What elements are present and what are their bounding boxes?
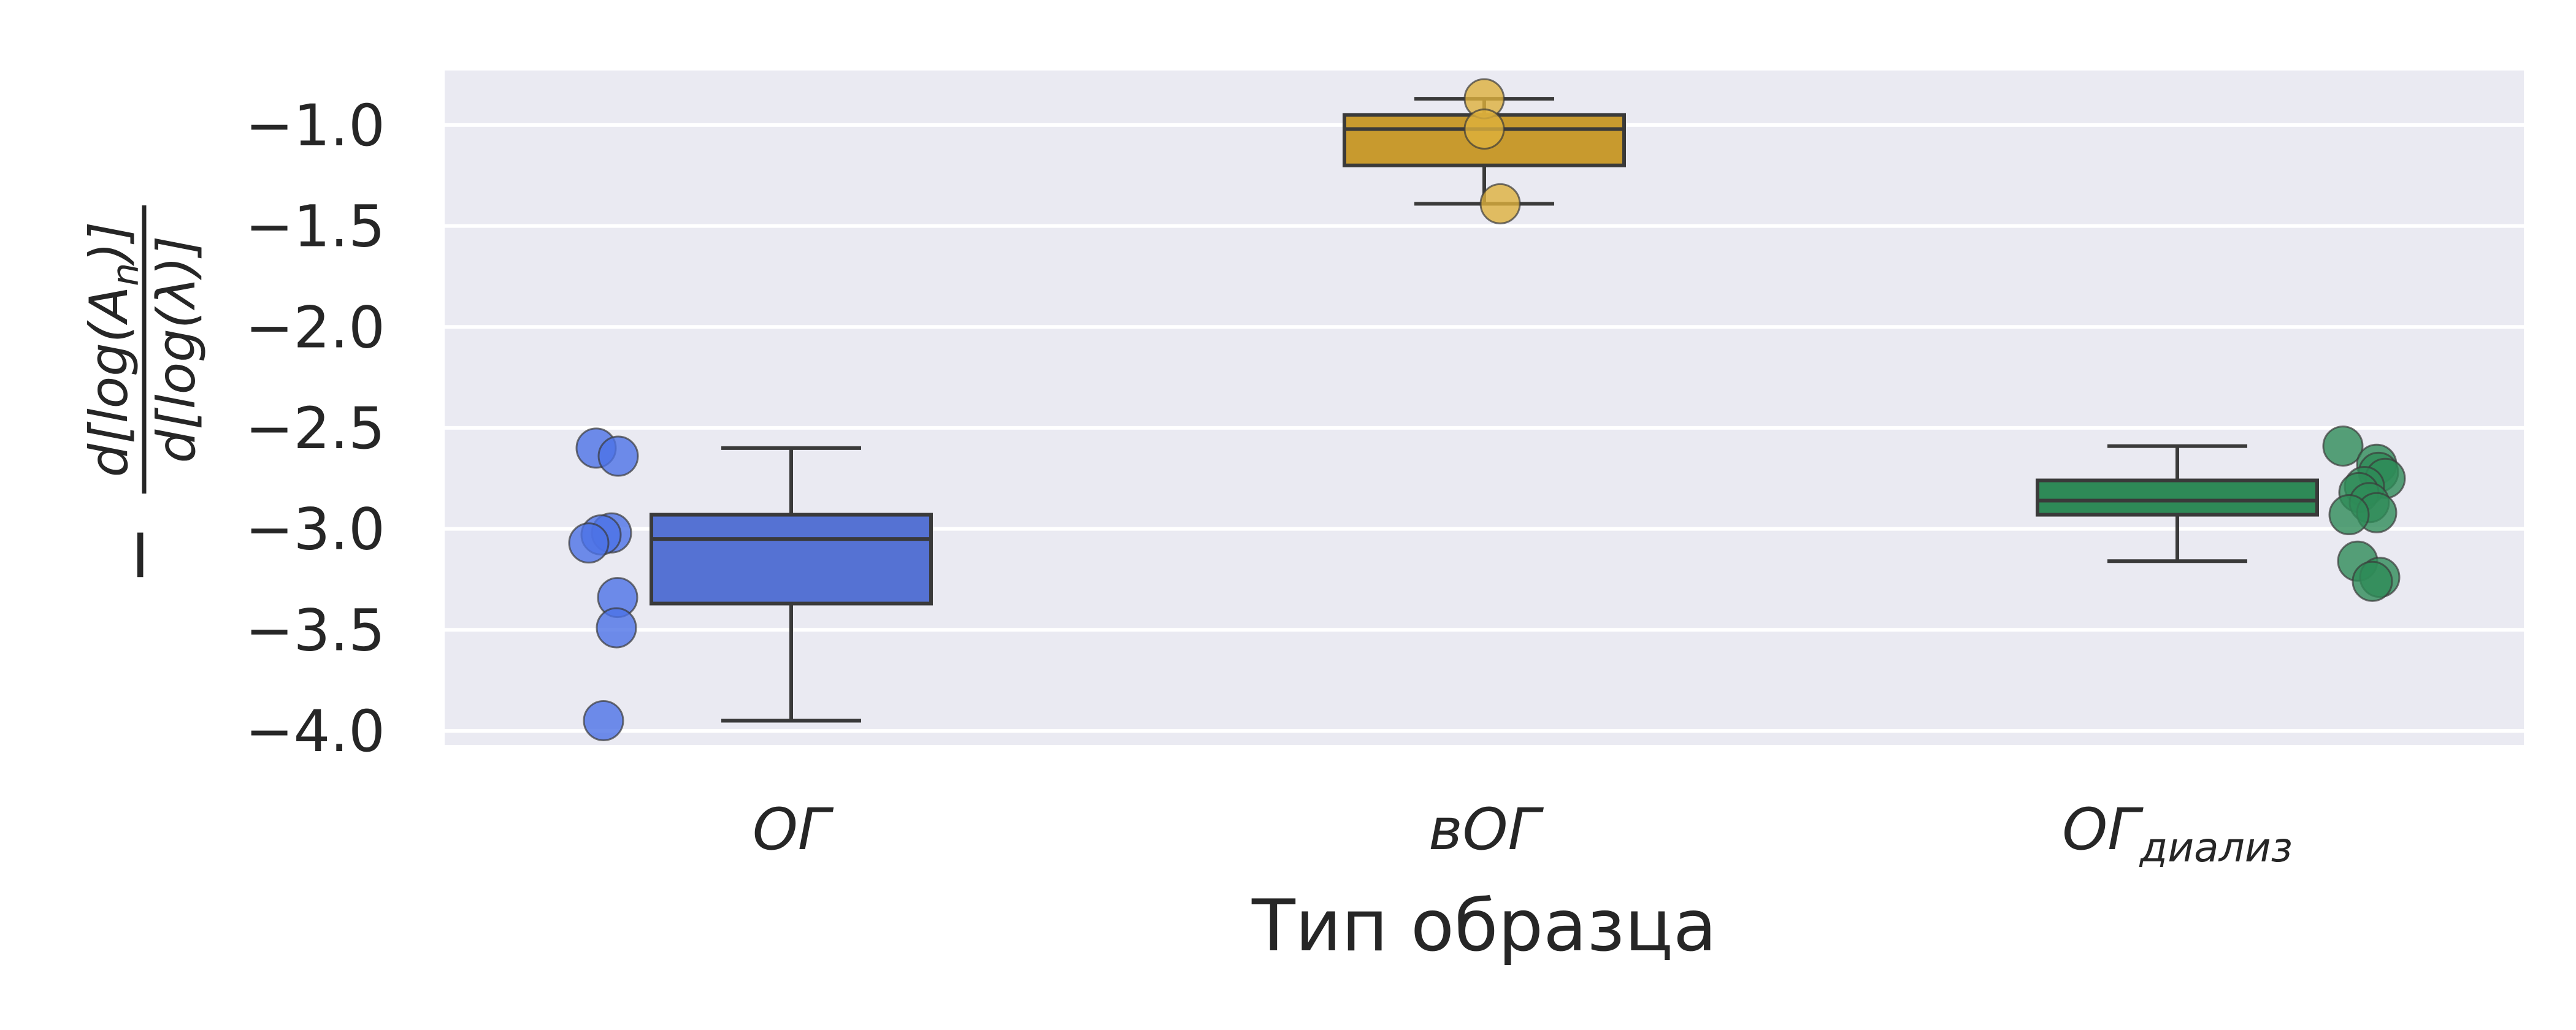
- boxes: [650, 97, 2319, 723]
- y-axis-minus-sign: −: [97, 525, 180, 584]
- y-axis-numerator: d[log(An)]: [79, 222, 147, 478]
- x-tick-label: ОГдиализ: [2062, 796, 2293, 871]
- box-group: [2036, 444, 2319, 563]
- y-axis-title: − d[log(An)] d[log(λ)]: [79, 205, 207, 585]
- y-tick-label: −3.0: [245, 497, 385, 563]
- y-tick-label: −3.5: [245, 597, 385, 664]
- y-tick-label: −1.5: [245, 194, 385, 261]
- data-point: [583, 700, 624, 741]
- data-point: [2328, 494, 2370, 536]
- data-point: [2322, 425, 2364, 467]
- data-point: [597, 435, 639, 477]
- x-tick-labels: ОГ вОГ ОГдиализ: [753, 796, 2293, 871]
- y-tick-label: −2.5: [245, 395, 385, 462]
- data-point: [596, 607, 637, 649]
- box-iqr: [2036, 478, 2319, 517]
- y-tick-label: −4.0: [245, 698, 385, 765]
- data-point: [568, 522, 610, 564]
- x-tick-label: вОГ: [1428, 796, 1544, 863]
- y-tick-label: −1.0: [245, 93, 385, 159]
- box-group: [650, 446, 933, 723]
- x-axis-title: Тип образца: [1251, 885, 1717, 967]
- x-tick-label: ОГ: [753, 796, 834, 863]
- y-axis-denominator: d[log(λ)]: [146, 236, 207, 464]
- data-point: [1463, 109, 1505, 150]
- data-point: [1479, 183, 1521, 224]
- data-point: [2352, 560, 2393, 602]
- data-points: [568, 78, 2406, 741]
- y-tick-label: −2.0: [245, 294, 385, 361]
- y-tick-labels: −1.0 −1.5 −2.0 −2.5 −3.0 −3.5 −4.0: [245, 93, 385, 765]
- box-iqr: [650, 513, 933, 606]
